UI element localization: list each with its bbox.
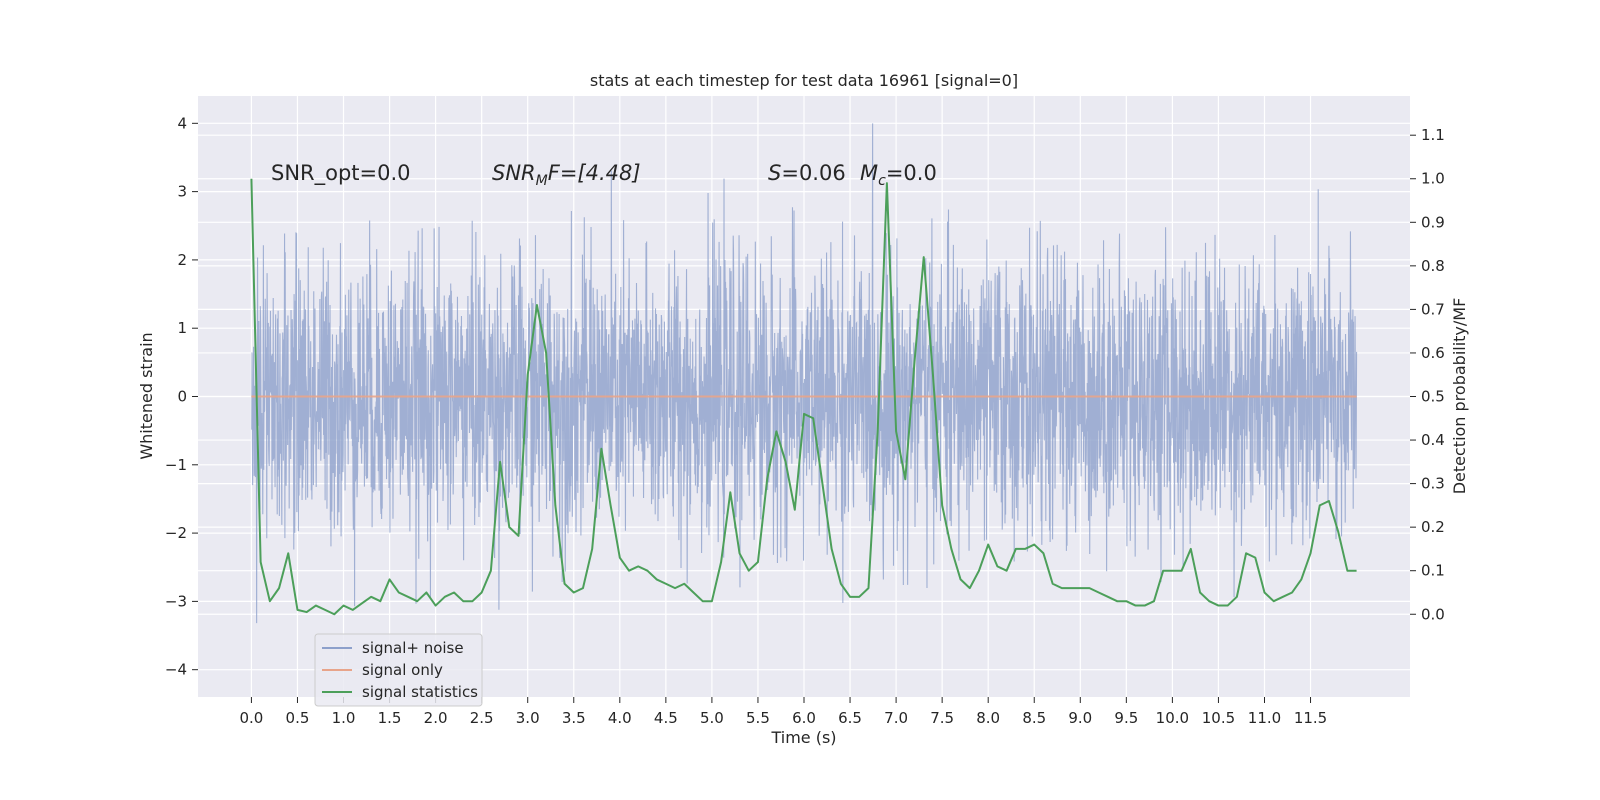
x-tick-label: 2.5 bbox=[470, 709, 494, 727]
y-tick-label: 2 bbox=[177, 251, 187, 269]
y2-axis-ticks: 1.1 1.0 0.9 0.8 0.7 0.6 0.5 0.4 0.3 0.2 0.1 0.0 bbox=[1410, 126, 1445, 623]
annotation-snr-opt: SNR_opt=0.0 bbox=[271, 161, 411, 186]
y-tick-label: −4 bbox=[165, 661, 187, 679]
y2-tick-label: 0.2 bbox=[1421, 518, 1445, 536]
y-tick-label: 0 bbox=[177, 388, 187, 406]
chart-title: stats at each timestep for test data 169… bbox=[590, 71, 1018, 90]
annotation-snr-mf-main: SNR bbox=[492, 161, 536, 185]
x-tick-label: 4.5 bbox=[654, 709, 678, 727]
annotation-snr-mf-sub: M bbox=[536, 173, 548, 189]
x-tick-label: 5.0 bbox=[700, 709, 724, 727]
x-tick-label: 0.0 bbox=[239, 709, 263, 727]
x-tick-label: 10.0 bbox=[1156, 709, 1189, 727]
legend-box bbox=[314, 633, 483, 707]
x-tick-label: 8.0 bbox=[976, 709, 1000, 727]
x-tick-label: 2.0 bbox=[424, 709, 448, 727]
y2-tick-label: 0.7 bbox=[1421, 300, 1445, 318]
x-tick-label: 1.0 bbox=[332, 709, 356, 727]
annotation-mc-value: =0.0 bbox=[886, 161, 937, 185]
annotation-mc-main: M bbox=[860, 161, 878, 185]
series-signal-statistics bbox=[250, 178, 1357, 616]
x-tick-label: 0.5 bbox=[286, 709, 310, 727]
y2-tick-label: 0.8 bbox=[1421, 257, 1445, 275]
x-tick-label: 6.5 bbox=[838, 709, 862, 727]
y2-tick-label: 0.5 bbox=[1421, 388, 1445, 406]
annotation-mc-sub: c bbox=[878, 173, 886, 189]
annotation-snr-mf-tail: F=[4.48] bbox=[548, 161, 641, 185]
y-axis-label: Whitened strain bbox=[137, 332, 156, 459]
y-tick-label: −1 bbox=[165, 456, 187, 474]
y2-tick-label: 0.4 bbox=[1421, 431, 1445, 449]
legend-label-signal-noise: signal+ noise bbox=[362, 639, 464, 657]
y2-tick-label: 0.1 bbox=[1421, 562, 1445, 580]
y2-tick-label: 0.0 bbox=[1421, 605, 1445, 623]
x-tick-label: 7.0 bbox=[884, 709, 908, 727]
y2-tick-label: 0.6 bbox=[1421, 344, 1445, 362]
y2-tick-label: 0.3 bbox=[1421, 475, 1445, 493]
annotation-s: S=0.06 bbox=[768, 161, 846, 185]
annotation-mc: Mc=0.0 bbox=[860, 161, 937, 189]
x-tick-label: 1.5 bbox=[378, 709, 402, 727]
x-tick-label: 5.5 bbox=[746, 709, 770, 727]
y2-axis-label: Detection probability/MF bbox=[1450, 298, 1469, 495]
legend: signal+ noise signal only signal statist… bbox=[314, 633, 483, 707]
y-tick-label: 1 bbox=[177, 319, 187, 337]
annotation-s-main: S bbox=[768, 161, 781, 185]
y2-tick-label: 1.0 bbox=[1421, 170, 1445, 188]
x-tick-label: 7.5 bbox=[930, 709, 954, 727]
x-tick-label: 8.5 bbox=[1022, 709, 1046, 727]
y-axis-ticks: 4 3 2 1 0 −1 −2 −3 −4 bbox=[165, 114, 198, 679]
x-tick-label: 11.5 bbox=[1294, 709, 1327, 727]
x-tick-label: 9.0 bbox=[1068, 709, 1092, 727]
x-tick-label: 10.5 bbox=[1202, 709, 1235, 727]
x-axis-label: Time (s) bbox=[770, 728, 836, 747]
y-tick-label: 4 bbox=[177, 114, 187, 132]
x-tick-label: 9.5 bbox=[1114, 709, 1138, 727]
annotation-snr-mf: SNRMF=[4.48] bbox=[492, 161, 641, 189]
annotation-s-value: =0.06 bbox=[781, 161, 845, 185]
y2-tick-label: 0.9 bbox=[1421, 213, 1445, 231]
legend-label-signal-only: signal only bbox=[362, 661, 443, 679]
x-tick-label: 6.0 bbox=[792, 709, 816, 727]
y2-tick-label: 1.1 bbox=[1421, 126, 1445, 144]
signal-statistics-line bbox=[250, 178, 1357, 616]
legend-label-signal-statistics: signal statistics bbox=[362, 683, 478, 701]
x-tick-label: 11.0 bbox=[1248, 709, 1281, 727]
x-tick-label: 4.0 bbox=[608, 709, 632, 727]
x-axis-ticks: 0.0 0.5 1.0 1.5 2.0 2.5 3.0 3.5 4.0 4.5 5.0 5.5 6.0 6… bbox=[239, 697, 1327, 727]
y-tick-label: −3 bbox=[165, 592, 187, 610]
y-tick-label: 3 bbox=[177, 183, 187, 201]
x-tick-label: 3.0 bbox=[516, 709, 540, 727]
x-tick-label: 3.5 bbox=[562, 709, 586, 727]
y-tick-label: −2 bbox=[165, 524, 187, 542]
